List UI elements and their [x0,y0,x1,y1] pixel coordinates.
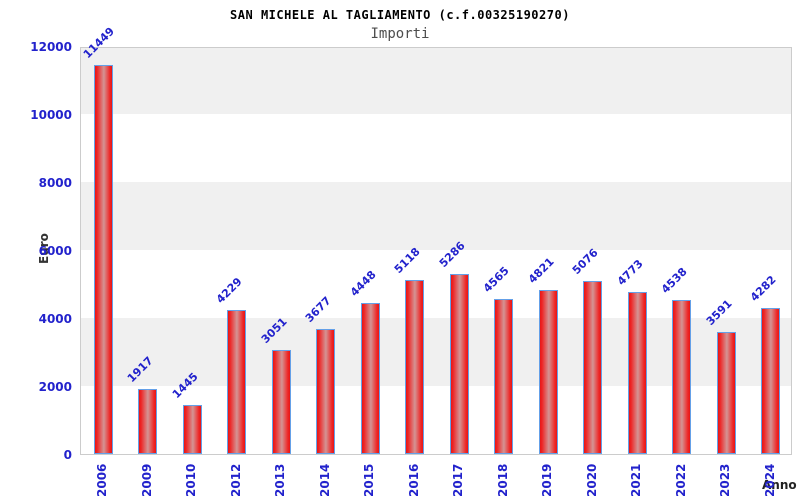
bar [672,299,692,454]
x-tick-label: 2019 [540,463,555,497]
bar [761,308,781,454]
bar [538,290,558,454]
bar [360,302,380,454]
x-tick-label: 2020 [584,463,599,497]
x-tick-label: 2009 [139,463,154,497]
bar [316,328,336,454]
x-axis-title: Anno [762,478,797,492]
bar [227,310,247,454]
x-tick-label: 2016 [406,463,421,497]
bar [449,274,469,454]
x-tick-label: 2021 [629,463,644,497]
x-tick-label: 2015 [362,463,377,497]
bar [627,291,647,454]
y-tick-label: 8000 [38,176,72,190]
x-tick-label: 2013 [273,463,288,497]
y-tick-label: 4000 [38,312,72,326]
y-tick-label: 6000 [38,244,72,258]
bar [182,404,202,454]
y-tick-label: 12000 [30,40,72,54]
y-tick-label: 2000 [38,380,72,394]
bar [138,388,158,454]
x-tick-label: 2006 [95,463,110,497]
y-tick-label: 0 [63,448,72,462]
x-tick-label: 2022 [673,463,688,497]
x-tick-label: 2014 [317,463,332,497]
x-tick-label: 2010 [184,463,199,497]
bar [583,281,603,454]
x-tick-label: 2024 [762,463,777,497]
bar [93,64,113,454]
y-tick-label: 10000 [30,108,72,122]
plot-area [80,47,792,455]
x-tick-label: 2023 [718,463,733,497]
chart-title: SAN MICHELE AL TAGLIAMENTO (c.f.00325190… [230,8,570,22]
bar [716,331,736,454]
x-tick-label: 2017 [451,463,466,497]
bar [494,298,514,454]
bar [405,280,425,454]
x-tick-label: 2018 [495,463,510,497]
bar [271,350,291,454]
chart-subtitle: Importi [370,26,430,42]
x-tick-label: 2012 [228,463,243,497]
